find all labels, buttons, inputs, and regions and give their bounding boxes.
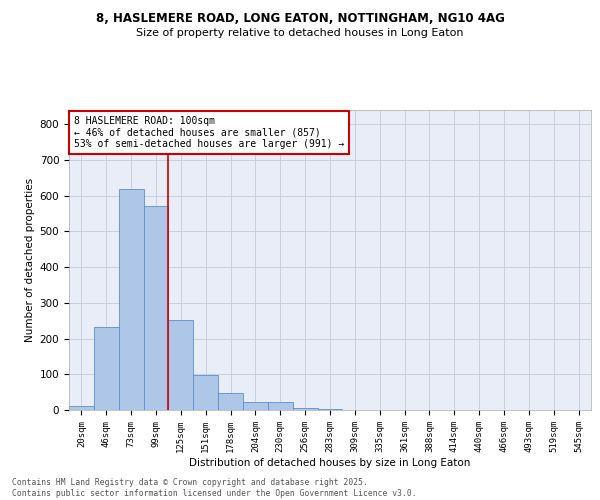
Text: 8 HASLEMERE ROAD: 100sqm
← 46% of detached houses are smaller (857)
53% of semi-: 8 HASLEMERE ROAD: 100sqm ← 46% of detach… [74, 116, 344, 149]
Bar [293, 408, 317, 410]
X-axis label: Distribution of detached houses by size in Long Eaton: Distribution of detached houses by size … [190, 458, 470, 468]
Bar [69, 406, 94, 410]
Bar [268, 402, 293, 410]
Bar [218, 393, 243, 410]
Bar [243, 402, 268, 410]
Bar [193, 375, 218, 410]
Y-axis label: Number of detached properties: Number of detached properties [25, 178, 35, 342]
Bar [119, 188, 143, 410]
Bar [317, 408, 343, 410]
Text: Size of property relative to detached houses in Long Eaton: Size of property relative to detached ho… [136, 28, 464, 38]
Bar [94, 327, 119, 410]
Bar [143, 206, 169, 410]
Text: 8, HASLEMERE ROAD, LONG EATON, NOTTINGHAM, NG10 4AG: 8, HASLEMERE ROAD, LONG EATON, NOTTINGHA… [95, 12, 505, 26]
Bar [169, 320, 193, 410]
Text: Contains HM Land Registry data © Crown copyright and database right 2025.
Contai: Contains HM Land Registry data © Crown c… [12, 478, 416, 498]
